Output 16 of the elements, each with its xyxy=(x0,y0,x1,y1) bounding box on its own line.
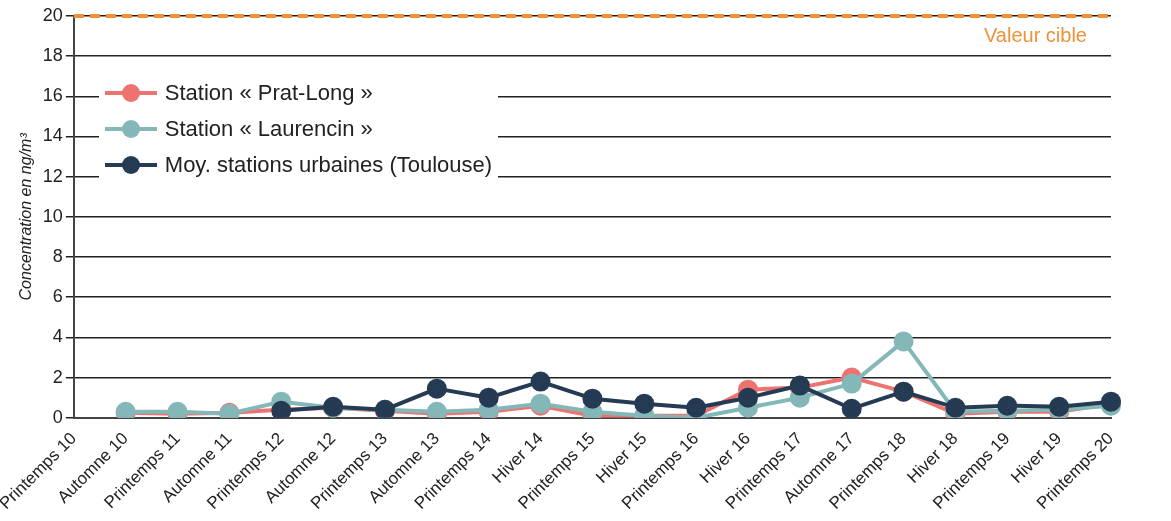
y-tick-label: 6 xyxy=(52,286,63,307)
y-tick-label: 16 xyxy=(42,85,63,106)
y-tick-label: 20 xyxy=(42,4,63,25)
ref-line-label: Valeur cible xyxy=(983,23,1087,46)
legend-label: Moy. stations urbaines (Toulouse) xyxy=(164,152,493,178)
y-tick-label: 18 xyxy=(42,45,63,66)
y-tick-label: 0 xyxy=(52,406,63,427)
y-axis-title: Concentration en ng/m³ xyxy=(16,132,34,301)
legend-label: Station « Laurencin » xyxy=(164,116,373,142)
y-tick-label: 4 xyxy=(52,326,63,347)
y-tick-label: 10 xyxy=(42,205,63,226)
y-tick-label: 12 xyxy=(42,165,63,186)
y-tick-label: 2 xyxy=(52,366,63,387)
legend-label: Station « Prat-Long » xyxy=(164,80,373,106)
y-tick-label: 8 xyxy=(52,246,63,267)
y-tick-label: 14 xyxy=(42,125,63,146)
